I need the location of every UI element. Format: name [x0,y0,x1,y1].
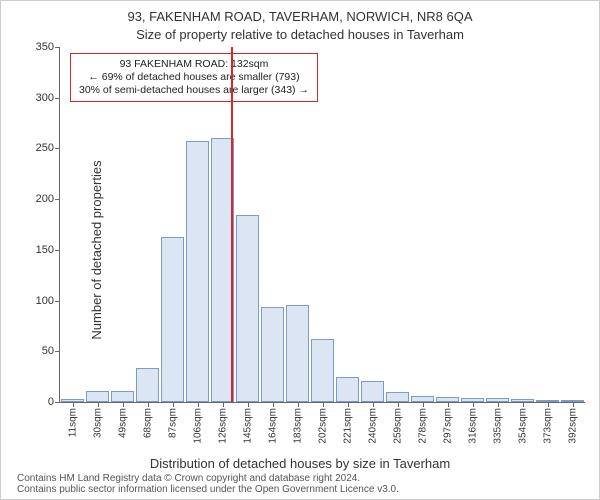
xtick-label: 183sqm [292,408,303,444]
xtick-label: 30sqm [92,408,103,438]
footer: Contains HM Land Registry data © Crown c… [17,473,583,495]
bar-slot: 221sqm [335,47,360,402]
xtick-mark [123,402,124,407]
bar [161,237,184,402]
xtick-label: 68sqm [142,408,153,438]
bar-slot: 316sqm [460,47,485,402]
xtick-mark [523,402,524,407]
subtitle: Size of property relative to detached ho… [1,27,599,42]
annotation-line: 30% of semi-detached houses are larger (… [79,84,309,97]
xtick-mark [223,402,224,407]
xtick-mark [323,402,324,407]
xtick-mark [548,402,549,407]
xtick-mark [398,402,399,407]
xtick-label: 202sqm [317,408,328,444]
xtick-label: 49sqm [117,408,128,438]
xtick-label: 240sqm [367,408,378,444]
xtick-mark [373,402,374,407]
bar-slot: 392sqm [560,47,585,402]
xtick-mark [348,402,349,407]
xtick-mark [573,402,574,407]
xtick-mark [423,402,424,407]
xtick-label: 392sqm [567,408,578,444]
xtick-label: 87sqm [167,408,178,438]
xtick-label: 145sqm [242,408,253,444]
annotation-box: 93 FAKENHAM ROAD: 132sqm← 69% of detache… [70,53,318,102]
ytick-label: 300 [36,92,60,104]
xtick-mark [198,402,199,407]
plot-area: 11sqm30sqm49sqm68sqm87sqm106sqm126sqm145… [59,47,585,403]
bar-slot: 297sqm [435,47,460,402]
bar-slot: 240sqm [360,47,385,402]
x-axis-label: Distribution of detached houses by size … [1,456,599,471]
ytick-label: 200 [36,193,60,205]
ytick-label: 50 [42,345,60,357]
ytick-label: 100 [36,295,60,307]
ytick-label: 0 [48,396,60,408]
bar [111,391,134,402]
bar [361,381,384,402]
footer-line-2: Contains public sector information licen… [17,484,583,495]
xtick-mark [248,402,249,407]
footer-line-1: Contains HM Land Registry data © Crown c… [17,473,583,484]
annotation-line: ← 69% of detached houses are smaller (79… [79,71,309,84]
bar [86,391,109,402]
bar-slot: 335sqm [485,47,510,402]
xtick-mark [448,402,449,407]
annotation-line: 93 FAKENHAM ROAD: 132sqm [79,58,309,71]
xtick-label: 221sqm [342,408,353,444]
bar [286,305,309,402]
xtick-mark [98,402,99,407]
figure: 93, FAKENHAM ROAD, TAVERHAM, NORWICH, NR… [0,0,600,500]
bar-slot: 373sqm [535,47,560,402]
bar-slot: 278sqm [410,47,435,402]
bar [336,377,359,402]
xtick-label: 164sqm [267,408,278,444]
bar [311,339,334,402]
xtick-mark [298,402,299,407]
xtick-label: 316sqm [467,408,478,444]
xtick-label: 11sqm [67,408,78,437]
marker-line [231,47,233,402]
xtick-label: 106sqm [192,408,203,444]
page-title: 93, FAKENHAM ROAD, TAVERHAM, NORWICH, NR… [1,9,599,24]
bar-slot: 354sqm [510,47,535,402]
xtick-mark [73,402,74,407]
xtick-label: 354sqm [517,408,528,444]
ytick-label: 250 [36,142,60,154]
xtick-mark [473,402,474,407]
xtick-mark [498,402,499,407]
ytick-label: 350 [36,41,60,53]
bar [236,215,259,402]
xtick-label: 373sqm [542,408,553,444]
bar [186,141,209,402]
bar-slot: 259sqm [385,47,410,402]
xtick-label: 126sqm [217,408,228,444]
xtick-label: 297sqm [442,408,453,444]
xtick-mark [273,402,274,407]
bar [136,368,159,402]
xtick-mark [148,402,149,407]
ytick-label: 150 [36,244,60,256]
xtick-label: 278sqm [417,408,428,444]
xtick-label: 259sqm [392,408,403,444]
xtick-label: 335sqm [492,408,503,444]
xtick-mark [173,402,174,407]
bar [261,307,284,402]
bar [386,392,409,402]
